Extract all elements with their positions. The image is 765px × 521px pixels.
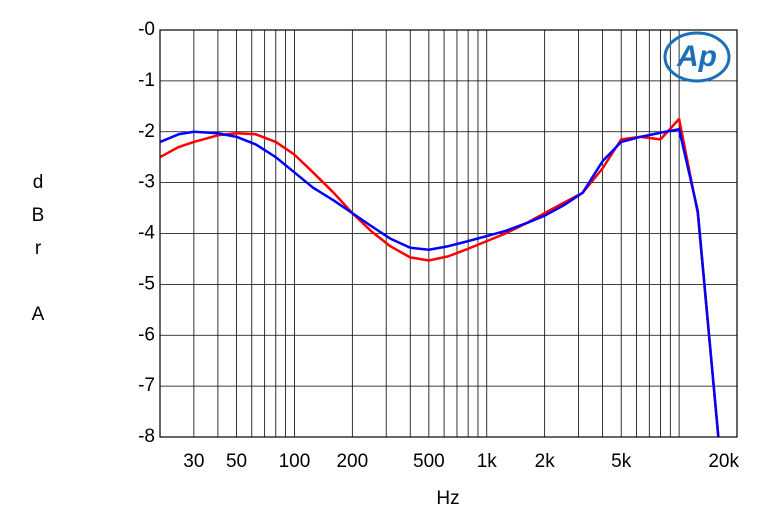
y-tick-label: -4 bbox=[138, 223, 155, 244]
x-tick-label: 50 bbox=[226, 451, 247, 472]
x-tick-label: 200 bbox=[336, 451, 368, 472]
y-tick-label: -3 bbox=[138, 172, 155, 193]
x-tick-label: 1k bbox=[477, 451, 498, 472]
x-tick-label: 2k bbox=[535, 451, 556, 472]
y-tick-label: -7 bbox=[138, 375, 155, 396]
grid bbox=[159, 29, 738, 438]
plot-frame bbox=[159, 29, 738, 438]
logo-text: Ap bbox=[676, 40, 717, 73]
logo-ring bbox=[663, 31, 731, 83]
x-axis-label: Hz bbox=[436, 488, 459, 509]
x-tick-label: 100 bbox=[279, 451, 311, 472]
y-axis-label: dBr A bbox=[28, 172, 49, 337]
series-line bbox=[160, 117, 720, 437]
logo: Ap bbox=[663, 31, 731, 83]
x-tick-label: 5k bbox=[611, 451, 632, 472]
x-tick-label: 20k bbox=[708, 451, 739, 472]
y-tick-label: -6 bbox=[138, 324, 155, 345]
y-tick-label: -2 bbox=[138, 121, 155, 142]
x-tick-label: 30 bbox=[183, 451, 204, 472]
y-tick-label: -5 bbox=[138, 273, 155, 294]
series-line bbox=[160, 127, 720, 437]
y-tick-label: -1 bbox=[138, 70, 155, 91]
x-tick-label: 500 bbox=[413, 451, 445, 472]
y-tick-label: -8 bbox=[138, 426, 155, 447]
y-tick-label: -0 bbox=[138, 19, 155, 40]
plot-lines bbox=[160, 117, 720, 437]
